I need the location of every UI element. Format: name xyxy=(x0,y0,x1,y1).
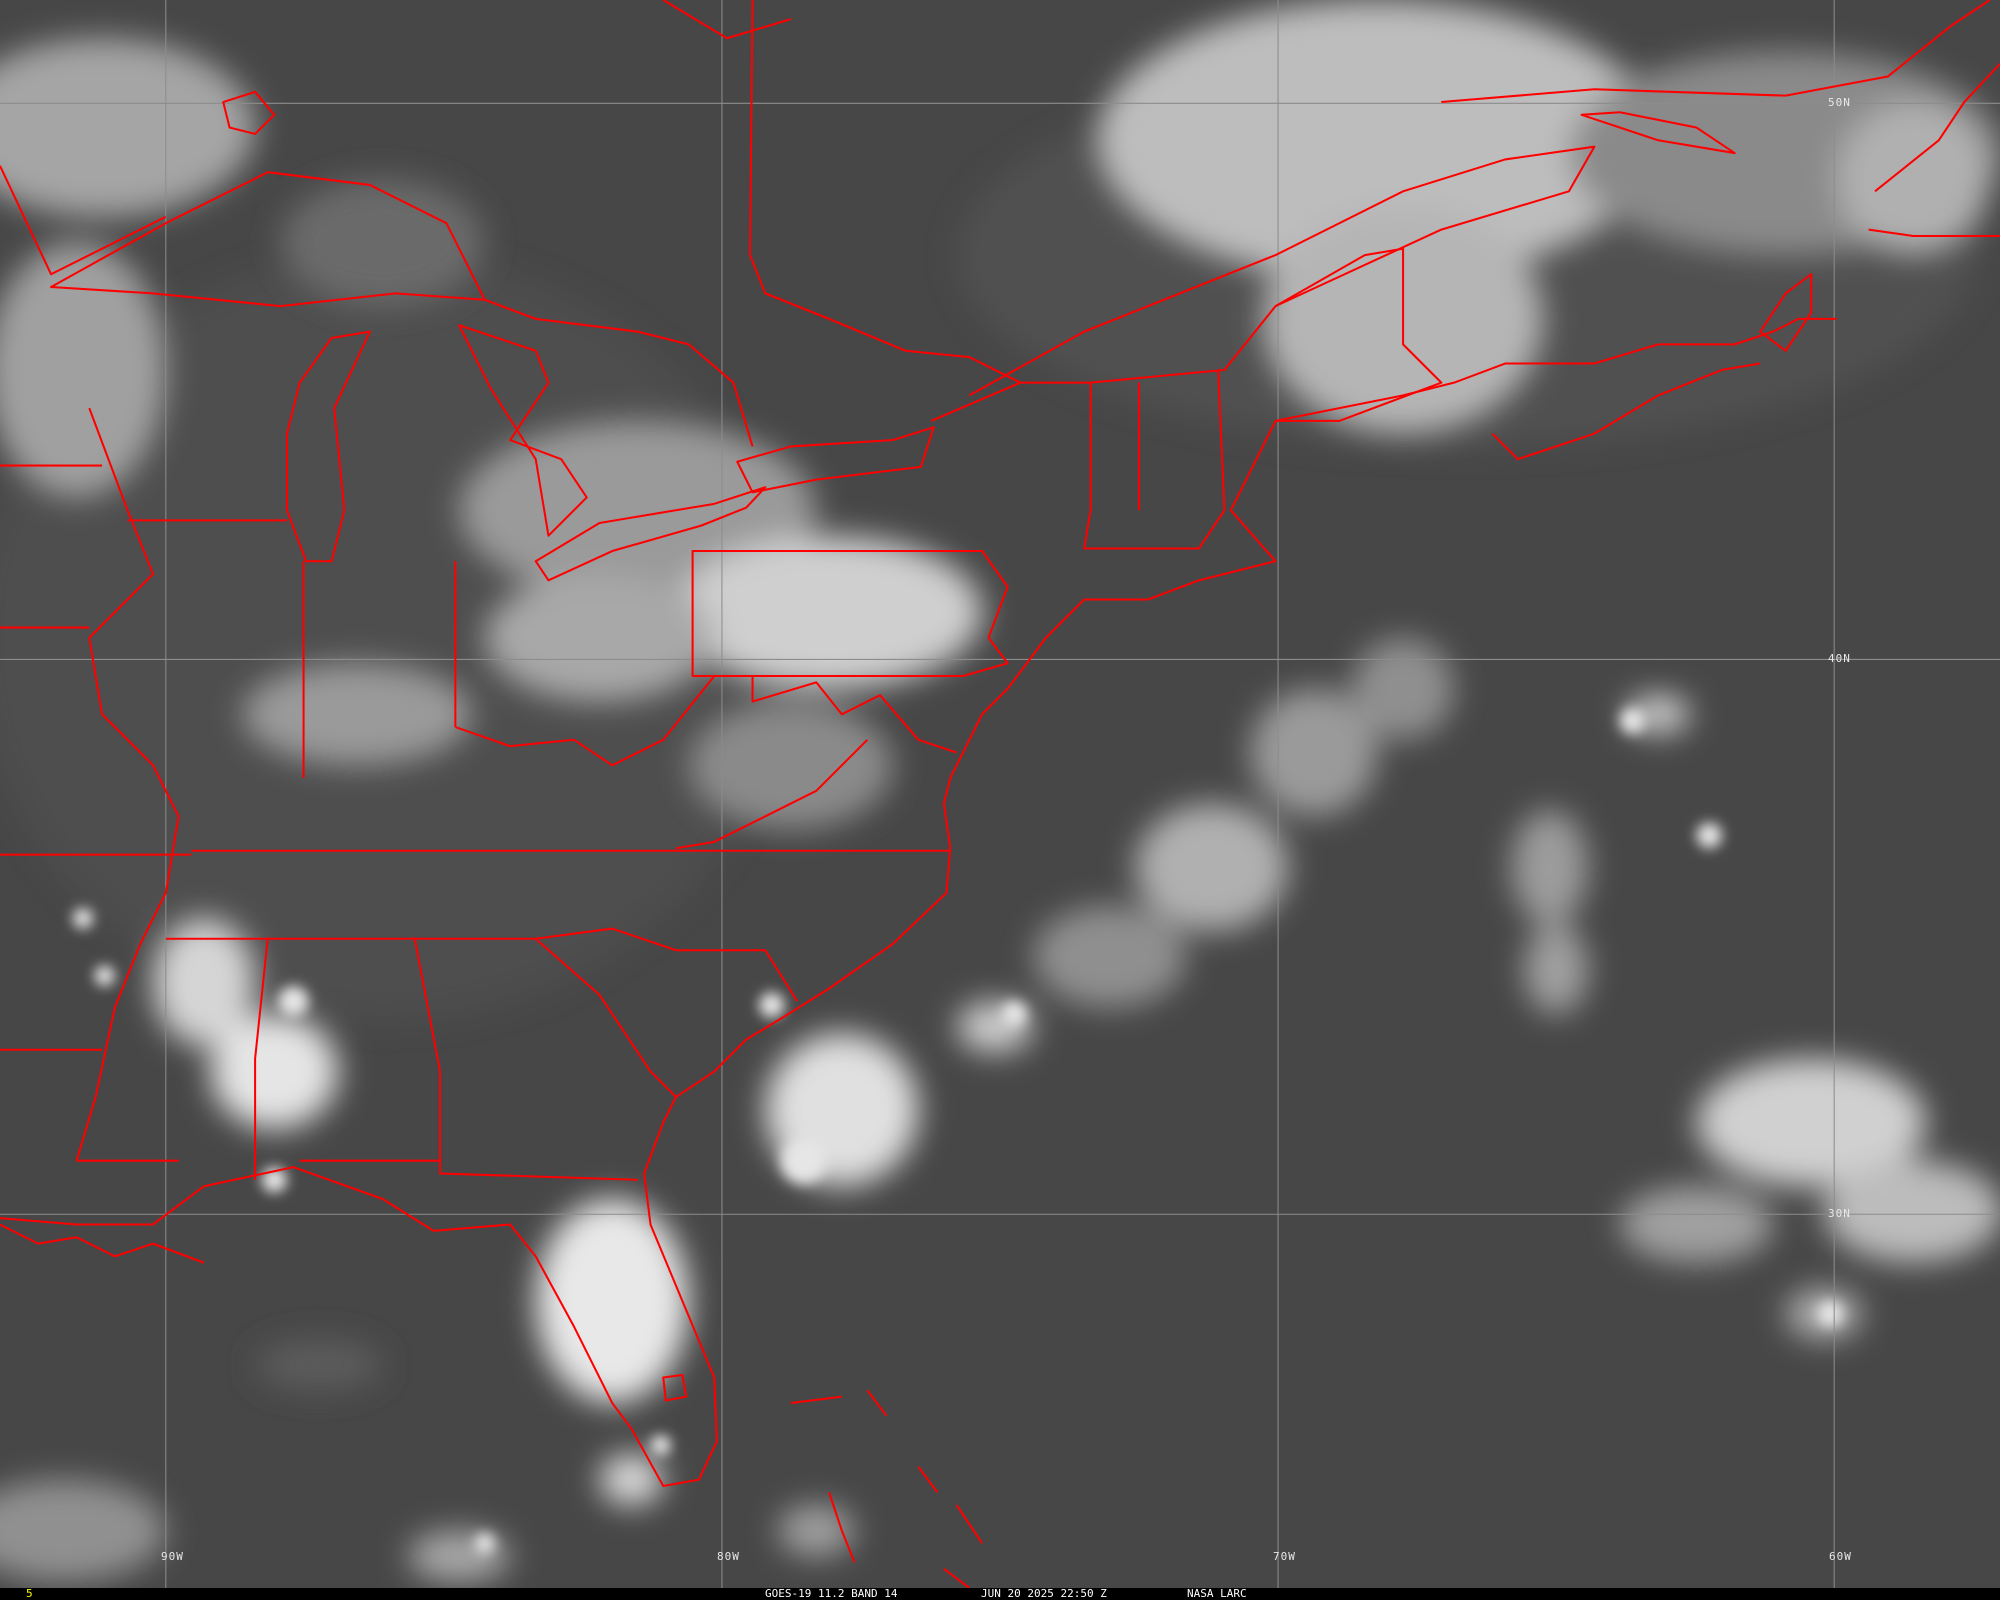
sc-nc-border xyxy=(535,927,799,1002)
newfoundland-coast xyxy=(1868,63,2000,237)
frame-number: 5 xyxy=(26,1587,33,1600)
alabama-mississippi-border xyxy=(254,937,269,1180)
longitude-label-70w: 70W xyxy=(1273,1550,1296,1563)
mississippi-river xyxy=(75,407,180,1162)
lake-ontario xyxy=(736,426,935,494)
new-england-borders xyxy=(1083,369,1226,550)
cloud-atlantic-east xyxy=(1696,1058,1927,1187)
pennsylvania-border xyxy=(691,549,1009,678)
lake-nipigon xyxy=(222,90,276,135)
status-bar: 5 GOES-19 11.2 BAND 14 JUN 20 2025 22:50… xyxy=(0,1588,2000,1600)
cloud-florida xyxy=(535,1198,689,1404)
cloud-quebec xyxy=(1096,0,1659,281)
lake-michigan xyxy=(285,330,371,563)
timestamp-label: JUN 20 2025 22:50 Z xyxy=(981,1587,1107,1600)
lake-huron xyxy=(458,324,588,537)
cloud-pennsylvania xyxy=(676,535,983,689)
latitude-label-40n: 40N xyxy=(1828,652,1851,665)
st-lawrence xyxy=(968,145,1596,397)
bahamas xyxy=(790,1389,983,1588)
satellite-band-label: GOES-19 11.2 BAND 14 xyxy=(765,1587,898,1600)
lake-superior xyxy=(49,171,486,308)
us-canada-border xyxy=(0,165,1443,447)
canada-north-coast xyxy=(662,0,1991,384)
maryland-virginia-border xyxy=(675,676,957,850)
cloud-cells xyxy=(72,707,1844,1554)
georgia-sc-border xyxy=(535,938,677,1098)
credit-label: NASA LARC xyxy=(1187,1587,1247,1600)
longitude-label-80w: 80W xyxy=(717,1550,740,1563)
midwest-state-lines xyxy=(0,464,457,1162)
lake-erie xyxy=(534,486,767,582)
gulf-coast-louisiana xyxy=(0,1223,205,1264)
longitude-label-90w: 90W xyxy=(161,1550,184,1563)
maritimes-coast xyxy=(1275,111,1837,461)
latitude-label-50n: 50N xyxy=(1828,96,1851,109)
georgia-alabama-border xyxy=(413,937,638,1181)
cloud-alabama xyxy=(210,1014,339,1129)
lake-okeechobee xyxy=(662,1373,688,1402)
ohio-river xyxy=(455,675,716,767)
latitude-label-30n: 30N xyxy=(1828,1207,1851,1220)
cape-breton xyxy=(1759,273,1813,352)
coastline-east xyxy=(0,420,1277,1487)
longitude-label-60w: 60W xyxy=(1829,1550,1852,1563)
